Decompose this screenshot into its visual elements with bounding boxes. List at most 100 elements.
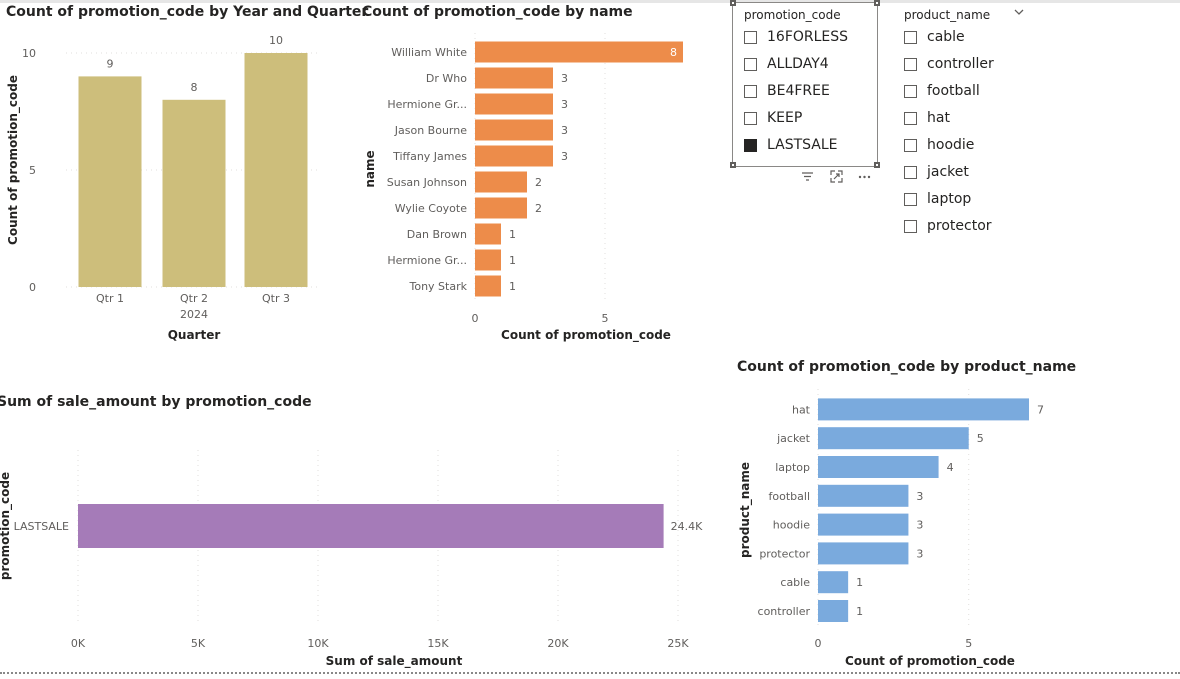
promotion-code-slicer[interactable]: promotion_code 16FORLESS ALLDAY4 BE4FREE KE… <box>730 0 880 192</box>
product-name-option[interactable]: protector <box>904 215 992 237</box>
promotion-code-option[interactable]: LASTSALE <box>744 134 838 156</box>
data-label: 7 <box>1037 403 1044 416</box>
product-name-option-label: cable <box>927 29 965 45</box>
product-chart: 0 5 hat 7 jacket 5 laptop 4 football 3 hoodie 3 prot… <box>738 389 1044 669</box>
data-label: 3 <box>916 490 923 503</box>
resize-handle[interactable] <box>730 0 736 6</box>
bar <box>475 119 553 141</box>
data-label: 5 <box>977 432 984 445</box>
sale-chart-visual[interactable]: Sum of sale_amount by promotion_code 0K 5… <box>0 390 710 672</box>
bar <box>818 542 909 565</box>
product-name-option-label: football <box>927 83 980 99</box>
product-name-option[interactable]: laptop <box>904 188 971 210</box>
checkbox[interactable] <box>904 30 917 44</box>
name-chart-visual[interactable]: Count of promotion_code by name 0 5 Willia… <box>350 0 720 350</box>
x-tick-label: 0 <box>472 312 479 325</box>
filter-icon[interactable] <box>801 170 814 187</box>
bar <box>475 171 527 193</box>
sale-chart: 0K 5K 10K 15K 20K 25K LASTSALE 24.4K Sum of sale… <box>0 450 703 669</box>
data-label: 3 <box>916 519 923 532</box>
data-label: 3 <box>561 98 568 111</box>
product-name-option-label: jacket <box>927 164 969 180</box>
checkbox[interactable] <box>904 138 917 152</box>
resize-handle[interactable] <box>874 0 880 6</box>
checkbox[interactable] <box>904 111 917 125</box>
y-tick-label: Wylie Coyote <box>395 202 468 215</box>
resize-handle[interactable] <box>874 162 880 168</box>
checkbox[interactable] <box>904 219 917 233</box>
checkbox[interactable] <box>904 84 917 98</box>
data-label: 8 <box>191 81 198 94</box>
data-label: 2 <box>535 176 542 189</box>
data-label: 3 <box>561 150 568 163</box>
chevron-down-icon[interactable] <box>1013 6 1025 22</box>
bar <box>162 99 226 287</box>
bar <box>475 249 501 271</box>
data-label: 9 <box>107 57 114 70</box>
bar <box>475 197 527 219</box>
checkbox[interactable] <box>904 192 917 206</box>
y-tick-label: Hermione Gr... <box>387 254 467 267</box>
product-name-slicer[interactable]: product_name cable controller football hat h… <box>895 0 1055 245</box>
product-name-option[interactable]: football <box>904 80 980 102</box>
checkbox[interactable] <box>744 30 757 44</box>
y-tick-label: LASTSALE <box>14 520 69 533</box>
data-label: 1 <box>509 254 516 267</box>
x-tick-label: Qtr 3 <box>262 292 290 305</box>
y-tick-label: jacket <box>776 432 811 445</box>
x-axis-title: Count of promotion_code <box>845 654 1015 669</box>
data-label: 2 <box>535 202 542 215</box>
checkbox[interactable] <box>904 57 917 71</box>
quarter-chart-visual[interactable]: Count of promotion_code by Year and Quar… <box>0 0 368 350</box>
resize-handle[interactable] <box>730 162 736 168</box>
focus-mode-icon[interactable] <box>830 170 843 187</box>
data-label: 8 <box>670 46 677 59</box>
data-label: 10 <box>269 34 283 47</box>
promotion-code-option-label: BE4FREE <box>767 83 830 99</box>
data-label: 1 <box>509 228 516 241</box>
quarter-chart: 0 5 10 9 Qtr 1 8 Qtr 2 10 Qtr 3 2024 Quarter Count … <box>6 34 320 342</box>
product-name-option[interactable]: cable <box>904 26 965 48</box>
bar <box>475 93 553 115</box>
bar <box>475 145 553 167</box>
product-name-option[interactable]: hat <box>904 107 950 129</box>
more-options-icon[interactable] <box>858 170 871 187</box>
x-tick-label: 20K <box>547 637 569 650</box>
x-tick-label: 5 <box>602 312 609 325</box>
checkbox[interactable] <box>904 165 917 179</box>
data-label: 1 <box>856 605 863 618</box>
promotion-code-option[interactable]: KEEP <box>744 107 802 129</box>
y-axis-title: product_name <box>738 462 753 558</box>
y-tick-label: controller <box>758 605 811 618</box>
checkbox[interactable] <box>744 138 757 152</box>
product-name-option[interactable]: controller <box>904 53 994 75</box>
promotion-code-option[interactable]: BE4FREE <box>744 80 830 102</box>
product-name-option[interactable]: jacket <box>904 161 969 183</box>
y-axis-title: promotion_code <box>0 472 13 580</box>
x-tick-label: 15K <box>427 637 449 650</box>
bar <box>818 456 939 478</box>
product-name-option-label: hat <box>927 110 950 126</box>
promotion-code-option[interactable]: 16FORLESS <box>744 26 848 48</box>
promotion-code-option[interactable]: ALLDAY4 <box>744 53 829 75</box>
y-tick-label: Tiffany James <box>392 150 467 163</box>
checkbox[interactable] <box>744 111 757 125</box>
bar <box>818 571 849 594</box>
y-tick-label: Dr Who <box>426 72 467 85</box>
data-label: 3 <box>561 72 568 85</box>
y-tick-label: cable <box>780 576 810 589</box>
y-tick-label: 5 <box>29 164 36 177</box>
checkbox[interactable] <box>744 57 757 71</box>
x-tick-label: 0K <box>71 637 86 650</box>
bar <box>475 223 501 245</box>
product-name-option[interactable]: hoodie <box>904 134 974 156</box>
checkbox[interactable] <box>744 84 757 98</box>
promotion-code-option-label: KEEP <box>767 110 803 126</box>
y-tick-label: hoodie <box>773 519 810 532</box>
data-label: 1 <box>856 576 863 589</box>
x-tick-label: 25K <box>667 637 689 650</box>
product-chart-visual[interactable]: Count of promotion_code by product_name … <box>725 355 1076 672</box>
y-tick-label: 10 <box>22 47 36 60</box>
product-name-option-label: hoodie <box>927 137 975 153</box>
y-tick-label: protector <box>759 547 810 560</box>
